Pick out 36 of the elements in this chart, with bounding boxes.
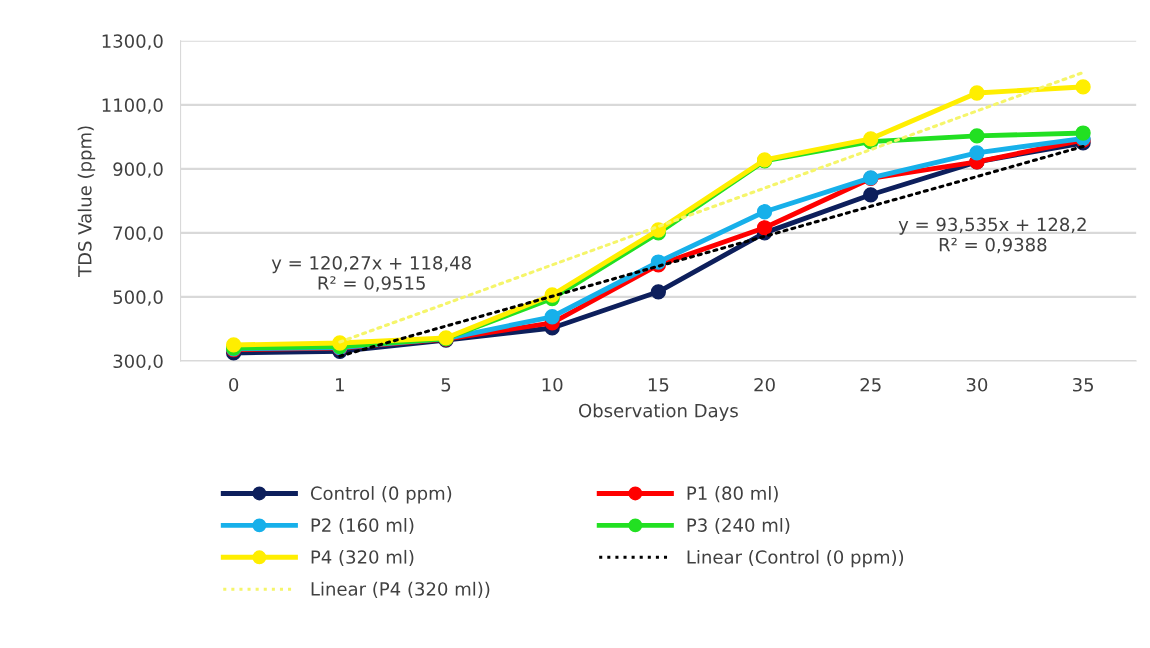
annotation: y = 120,27x + 118,48 R² = 0,9515 <box>271 255 471 292</box>
point <box>1075 79 1091 95</box>
x-tick-label: 5 <box>441 378 451 392</box>
legend-label: Linear (P4 (320 ml)) <box>311 581 490 598</box>
x-tick-label: 15 <box>648 378 669 392</box>
x-tick-label: 35 <box>1073 377 1094 392</box>
point <box>969 145 985 161</box>
y-tick-label: 1300,0 <box>102 34 163 50</box>
x-tick-label: 25 <box>860 377 881 392</box>
legend-label: Linear (Control (0 ppm)) <box>687 549 904 568</box>
y-axis-title: TDS Value (ppm) <box>77 126 96 277</box>
y-tick-label: 700,0 <box>113 226 163 242</box>
legend-label: P4 (320 ml) <box>311 549 414 566</box>
x-tick-label: 10 <box>542 377 563 392</box>
x-axis-title: Observation Days <box>579 403 738 421</box>
y-tick-label: 1100,0 <box>102 98 163 114</box>
annotation: y = 93,535x + 128,2 R² = 0,9388 <box>898 217 1086 254</box>
point <box>969 128 985 144</box>
x-tick-label: 30 <box>966 377 988 392</box>
point <box>969 85 985 101</box>
point <box>650 284 667 300</box>
point <box>1075 125 1091 141</box>
x-tick-label: 20 <box>754 377 775 392</box>
legend-label: P1 (80 ml) <box>687 486 778 503</box>
y-tick-label: 900,0 <box>113 162 163 178</box>
point <box>544 309 560 325</box>
y-tick-label: 500,0 <box>113 290 163 306</box>
y-tick-label: 300,0 <box>113 354 163 370</box>
legend-label: P3 (240 ml) <box>687 517 790 535</box>
point <box>756 204 773 220</box>
legend-label: Control (0 ppm) <box>310 486 452 504</box>
x-tick-label: 1 <box>336 378 344 392</box>
x-tick-label: 0 <box>229 377 239 392</box>
point <box>863 187 879 203</box>
legend-label: P2 (160 ml) <box>311 517 414 535</box>
point <box>756 220 773 236</box>
